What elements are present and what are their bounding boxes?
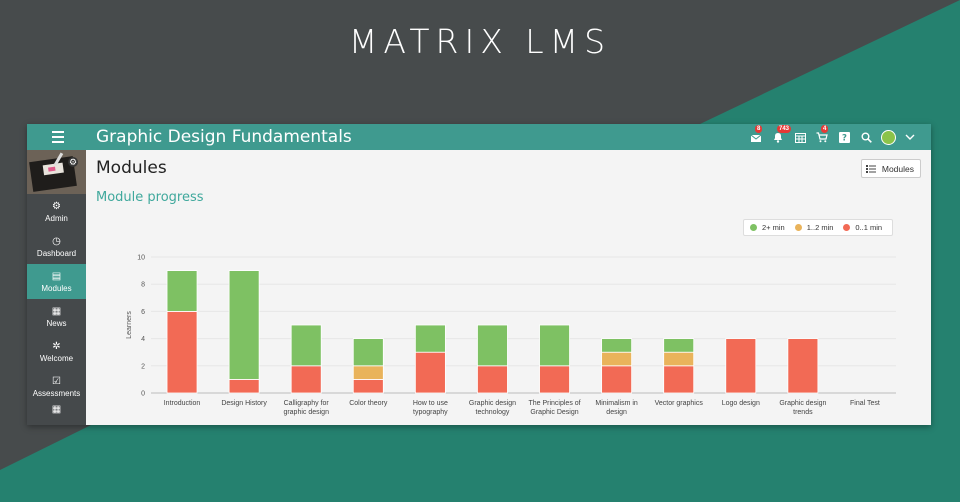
bar-segment[interactable]	[290, 324, 322, 367]
sidebar-item-admin[interactable]: ⚙ Admin	[27, 194, 86, 229]
modules-icon: ▤	[51, 270, 62, 282]
y-tick-label: 4	[141, 336, 145, 343]
sidebar-item-label: Admin	[45, 213, 68, 223]
legend-label: 0..1 min	[855, 223, 883, 232]
notifications-icon[interactable]: 743	[769, 125, 792, 146]
y-tick-label: 0	[141, 391, 145, 398]
sidebar-item-label: Dashboard	[36, 248, 77, 258]
x-tick-label: Color theory	[349, 400, 388, 407]
cart-icon[interactable]: 4	[813, 125, 831, 146]
top-icons: 8 743 4 ?	[743, 125, 919, 146]
x-tick-label: Design History	[221, 400, 267, 407]
modules-button[interactable]: Modules	[860, 159, 921, 178]
y-tick-label: 6	[141, 309, 145, 316]
bar-segment[interactable]	[352, 365, 384, 380]
sidebar-item-label: Modules	[41, 283, 72, 293]
bar-segment[interactable]	[539, 324, 570, 367]
chevron-down-icon[interactable]	[901, 128, 919, 146]
bar-segment[interactable]	[352, 338, 384, 367]
svg-text:?: ?	[842, 133, 847, 142]
legend-label: 2+ min	[762, 223, 785, 232]
svg-text:⚙: ⚙	[69, 158, 77, 168]
welcome-icon: ✲	[52, 340, 61, 352]
grid-icon: ▦	[51, 404, 62, 415]
x-tick-label: Calligraphy for graphic design	[283, 400, 329, 416]
bar-segment[interactable]	[725, 338, 757, 394]
messages-icon[interactable]: 8	[747, 125, 765, 146]
modules-button-label: Modules	[881, 163, 914, 174]
sidebar-item-more[interactable]: ▦	[27, 404, 86, 424]
chart-legend: 2+ min 1..2 min 0..1 min	[743, 219, 893, 236]
brand-logo: MATRIX LMS	[348, 22, 612, 61]
list-icon	[865, 164, 876, 173]
sidebar-item-dashboard[interactable]: ◷ Dashboard	[27, 229, 86, 264]
hamburger-icon[interactable]	[52, 131, 64, 143]
bar-segment[interactable]	[539, 365, 570, 394]
sidebar-item-modules[interactable]: ▤ Modules	[27, 264, 86, 299]
app-window: Graphic Design Fundamentals 8 743 4 ?	[27, 124, 931, 425]
bar-segment[interactable]	[663, 338, 695, 353]
y-tick-label: 8	[141, 282, 145, 289]
bar-segment[interactable]	[477, 324, 508, 367]
x-tick-label: How to use typography	[413, 400, 448, 416]
bar-segment[interactable]	[166, 270, 198, 312]
sidebar: ⚙ ⚙ Admin ◷ Dashboard ▤ Modules ▦ News ✲…	[27, 150, 86, 425]
bar-segment[interactable]	[477, 365, 508, 394]
x-tick-label: Graphic design technology	[469, 400, 516, 416]
y-axis-label: Learners	[126, 311, 133, 339]
bar-segment[interactable]	[601, 351, 633, 367]
legend-item-0-1-min[interactable]: 0..1 min	[843, 223, 882, 232]
bar-segment[interactable]	[787, 338, 819, 394]
page-title: Modules	[96, 158, 167, 178]
course-title: Graphic Design Fundamentals	[96, 127, 352, 147]
legend-item-1-2-min[interactable]: 1..2 min	[794, 223, 834, 232]
y-tick-label: 2	[141, 363, 145, 370]
notifications-badge: 743	[777, 125, 792, 133]
cart-badge: 4	[821, 125, 829, 133]
y-tick-label: 10	[137, 255, 145, 262]
x-tick-label: Final Test	[850, 400, 880, 407]
sidebar-item-label: News	[46, 318, 67, 328]
gear-icon: ⚙	[52, 200, 61, 212]
search-icon[interactable]	[857, 128, 875, 146]
bar-segment[interactable]	[228, 270, 260, 380]
section-title: Module progress	[96, 190, 204, 205]
bar-segment[interactable]	[352, 378, 384, 394]
bar-segment[interactable]	[601, 365, 633, 394]
x-tick-label: Logo design	[722, 400, 760, 407]
bar-segment[interactable]	[414, 324, 446, 353]
course-thumbnail[interactable]: ⚙	[27, 150, 86, 194]
user-avatar-icon[interactable]	[879, 128, 897, 146]
x-tick-label: Vector graphics	[655, 400, 704, 407]
bar-segment[interactable]	[414, 351, 446, 394]
x-tick-label: Introduction	[164, 400, 201, 407]
bar-segment[interactable]	[663, 365, 695, 394]
messages-badge: 8	[755, 125, 763, 133]
x-tick-label: Graphic design trends	[779, 400, 826, 416]
bar-segment[interactable]	[290, 365, 322, 394]
top-bar: Graphic Design Fundamentals 8 743 4 ?	[27, 124, 931, 150]
sidebar-item-welcome[interactable]: ✲ Welcome	[27, 334, 86, 369]
sidebar-item-assessments[interactable]: ☑ Assessments	[27, 369, 86, 404]
legend-label: 1..2 min	[806, 223, 834, 232]
x-tick-label: The Principles of Graphic Design	[528, 400, 580, 416]
x-tick-label: Minimalism in design	[595, 400, 638, 416]
sidebar-item-news[interactable]: ▦ News	[27, 299, 86, 334]
sidebar-item-label: Assessments	[32, 388, 81, 398]
help-icon[interactable]: ?	[835, 128, 853, 146]
dashboard-icon: ◷	[52, 235, 61, 247]
module-progress-chart: 0 2 4 6 8 10 Learners Introduction Design Histor…	[126, 255, 896, 416]
calendar-icon[interactable]	[791, 128, 809, 146]
bar-segment[interactable]	[601, 338, 633, 353]
sidebar-item-label: Welcome	[39, 353, 74, 363]
bar-segment[interactable]	[663, 351, 695, 367]
legend-item-2plus-min[interactable]: 2+ min	[750, 223, 785, 232]
bar-segment[interactable]	[228, 378, 260, 394]
bar-segment[interactable]	[166, 311, 198, 394]
assessments-icon: ☑	[52, 375, 61, 387]
main-content: Modules Modules Module progress 0 2 4 6 8 10 L…	[86, 150, 931, 425]
news-icon: ▦	[51, 305, 62, 317]
